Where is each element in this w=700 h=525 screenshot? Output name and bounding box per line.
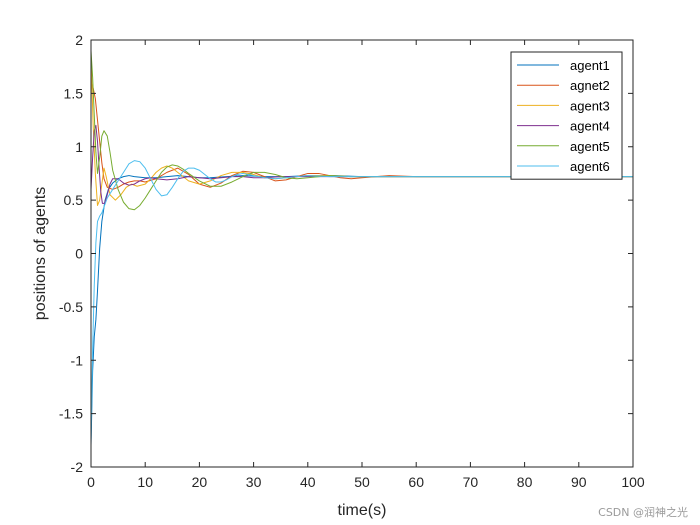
y-tick-label: 1.5 [64, 85, 84, 101]
watermark: CSDN @润神之光 [598, 505, 688, 519]
x-tick-label: 0 [87, 474, 95, 490]
legend: agent1 agnet2 agent3 agent4 agent5 agent6 [510, 51, 623, 180]
legend-label-agnet2: agnet2 [570, 78, 610, 93]
series-line-agent6 [90, 160, 633, 441]
y-tick-label: -1 [71, 352, 84, 368]
y-tick-label: 0 [75, 246, 83, 262]
x-tick-label: 90 [571, 474, 587, 490]
x-tick-label: 10 [137, 474, 153, 490]
series-layer [90, 50, 633, 446]
y-tick-label: -0.5 [59, 299, 83, 315]
series-line-agnet2 [90, 82, 633, 190]
legend-label-agent1: agent1 [570, 58, 610, 73]
x-axis-label: time(s) [338, 502, 387, 519]
legend-label-agent5: agent5 [570, 139, 610, 154]
y-axis-label: positions of agents [32, 187, 49, 320]
legend-box [510, 51, 623, 180]
x-tick-label: 60 [408, 474, 424, 490]
x-tick-label: 70 [463, 474, 479, 490]
ticks-layer: 0 10 20 30 40 50 60 70 80 90 100 -2 -1.5 -1 -0.5 0 0.5 1 1… [59, 32, 645, 490]
y-tick-label: 2 [75, 32, 83, 48]
x-tick-label: 40 [300, 474, 316, 490]
legend-label-agent3: agent3 [570, 98, 610, 113]
legend-label-agent6: agent6 [570, 159, 610, 174]
series-line-agent5 [90, 50, 633, 211]
y-tick-label: 1 [75, 139, 83, 155]
x-tick-label: 80 [517, 474, 533, 490]
legend-label-agent4: agent4 [570, 119, 610, 134]
x-tick-label: 50 [354, 474, 370, 490]
y-tick-label: -1.5 [59, 406, 83, 422]
y-tick-label: -2 [71, 459, 84, 475]
y-tick-label: 0.5 [64, 192, 84, 208]
x-tick-label: 100 [621, 474, 645, 490]
x-tick-label: 30 [246, 474, 262, 490]
x-tick-label: 20 [192, 474, 208, 490]
